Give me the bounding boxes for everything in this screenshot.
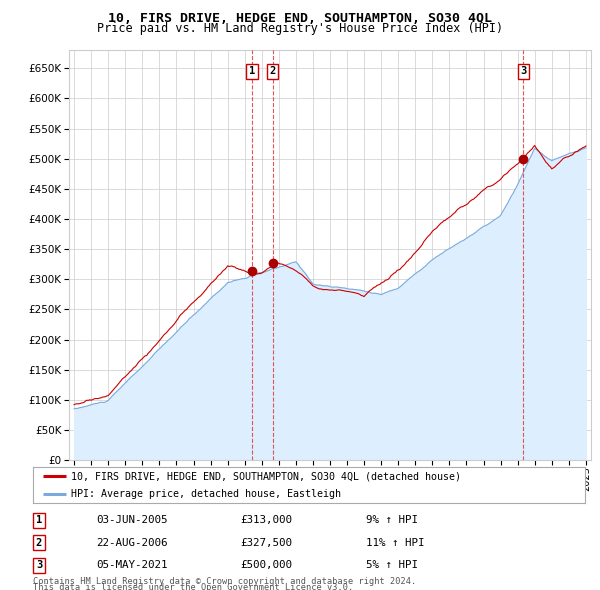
Text: 3: 3 (520, 66, 527, 76)
Text: 9% ↑ HPI: 9% ↑ HPI (366, 516, 418, 525)
Text: 1: 1 (36, 516, 42, 525)
Text: £313,000: £313,000 (240, 516, 292, 525)
Text: 2: 2 (269, 66, 276, 76)
Text: 3: 3 (36, 560, 42, 570)
Text: 2: 2 (36, 538, 42, 548)
Text: This data is licensed under the Open Government Licence v3.0.: This data is licensed under the Open Gov… (33, 583, 353, 590)
Text: 10, FIRS DRIVE, HEDGE END, SOUTHAMPTON, SO30 4QL (detached house): 10, FIRS DRIVE, HEDGE END, SOUTHAMPTON, … (71, 471, 461, 481)
Text: £327,500: £327,500 (240, 538, 292, 548)
Text: HPI: Average price, detached house, Eastleigh: HPI: Average price, detached house, East… (71, 489, 341, 499)
Text: £500,000: £500,000 (240, 560, 292, 570)
Text: 11% ↑ HPI: 11% ↑ HPI (366, 538, 425, 548)
Text: 10, FIRS DRIVE, HEDGE END, SOUTHAMPTON, SO30 4QL: 10, FIRS DRIVE, HEDGE END, SOUTHAMPTON, … (108, 12, 492, 25)
Text: 1: 1 (249, 66, 255, 76)
Text: 22-AUG-2006: 22-AUG-2006 (96, 538, 167, 548)
Text: 5% ↑ HPI: 5% ↑ HPI (366, 560, 418, 570)
Text: 05-MAY-2021: 05-MAY-2021 (96, 560, 167, 570)
Text: Price paid vs. HM Land Registry's House Price Index (HPI): Price paid vs. HM Land Registry's House … (97, 22, 503, 35)
Text: Contains HM Land Registry data © Crown copyright and database right 2024.: Contains HM Land Registry data © Crown c… (33, 577, 416, 586)
Text: 03-JUN-2005: 03-JUN-2005 (96, 516, 167, 525)
